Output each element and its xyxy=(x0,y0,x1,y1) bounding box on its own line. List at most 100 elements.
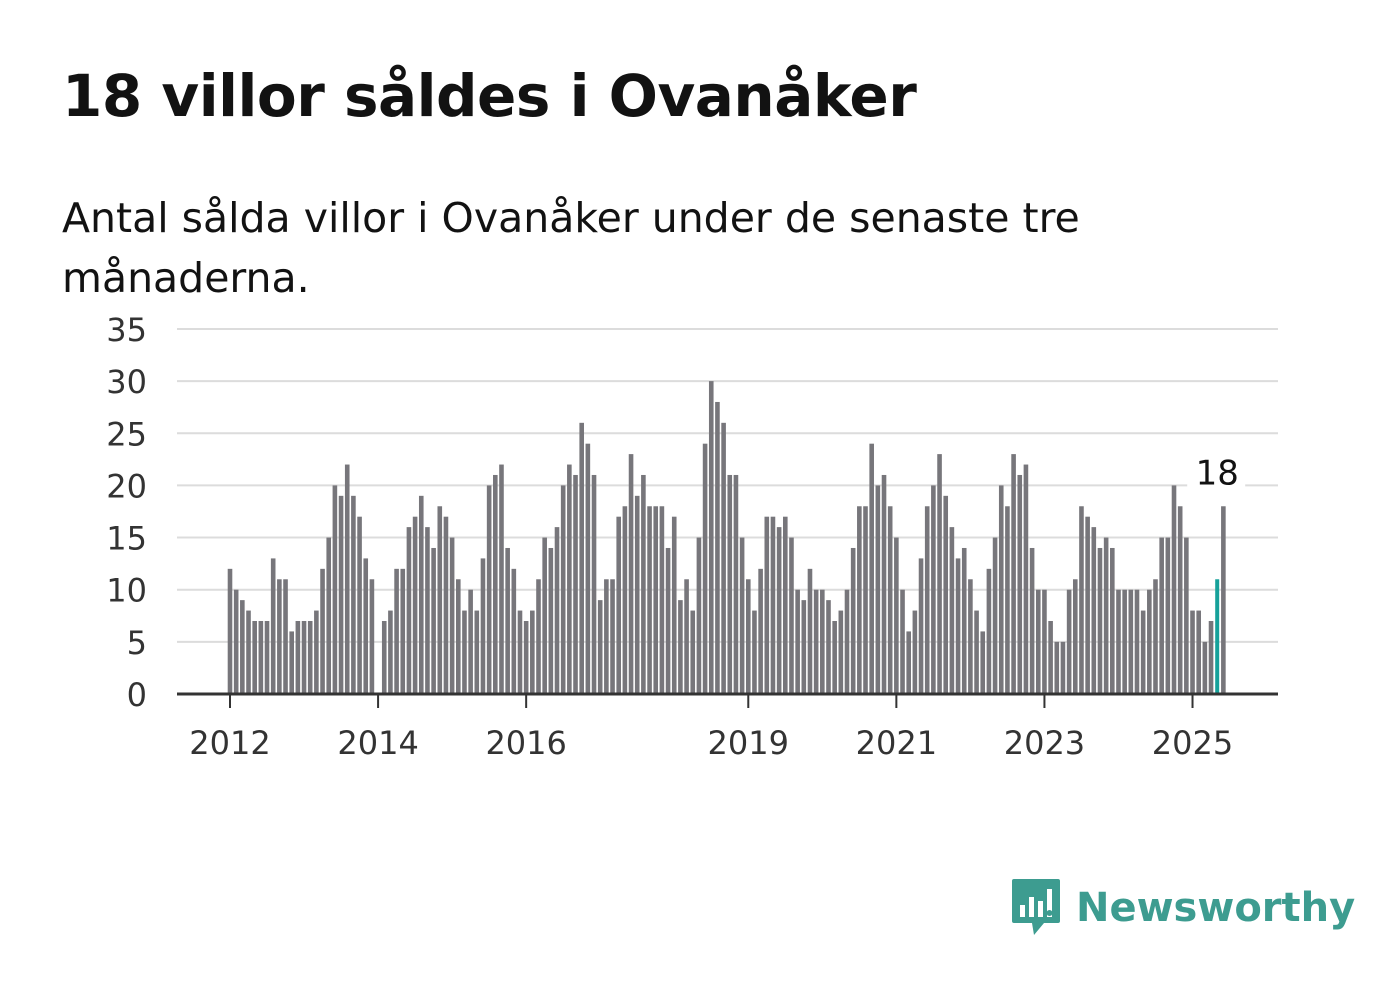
bar xyxy=(1140,610,1146,694)
bar xyxy=(277,579,282,694)
bar xyxy=(573,474,578,694)
bar xyxy=(314,610,319,694)
bar xyxy=(1165,537,1171,694)
bar xyxy=(1097,547,1103,694)
bar xyxy=(1184,537,1189,694)
bar xyxy=(264,620,270,694)
bar xyxy=(505,547,510,694)
bar xyxy=(1147,589,1152,694)
bar xyxy=(826,600,831,694)
y-tick-label: 35 xyxy=(106,311,147,349)
bar xyxy=(258,620,264,694)
bar xyxy=(863,506,868,694)
bar xyxy=(1208,620,1214,694)
bar xyxy=(1153,579,1158,694)
bar xyxy=(412,516,418,694)
bar xyxy=(764,516,770,694)
bar xyxy=(567,464,572,694)
bar xyxy=(659,506,665,694)
bar xyxy=(449,537,455,694)
x-tick-label: 2014 xyxy=(337,724,418,762)
x-tick-label: 2021 xyxy=(856,724,937,762)
bar xyxy=(499,464,504,694)
bar xyxy=(406,527,412,694)
y-axis-ticks: 0 5 10 15 20 25 30 35 xyxy=(106,311,147,714)
y-tick-label: 15 xyxy=(106,520,147,558)
chart-title: 18 villor såldes i Ovanåker xyxy=(62,62,917,130)
bar xyxy=(1023,464,1029,694)
bar xyxy=(980,631,986,694)
bar xyxy=(949,527,955,694)
bar xyxy=(301,620,307,694)
bar xyxy=(906,631,911,694)
bar xyxy=(684,579,689,694)
y-tick-label: 30 xyxy=(106,363,147,401)
bar xyxy=(1029,547,1035,694)
bar xyxy=(733,474,739,694)
bar-chart-speech-bubble-icon xyxy=(1012,879,1060,935)
bar xyxy=(653,506,659,694)
bar xyxy=(1134,589,1140,694)
bars xyxy=(227,381,1226,694)
bar xyxy=(381,620,387,694)
bar xyxy=(924,506,930,694)
bar xyxy=(554,527,560,694)
bar xyxy=(455,579,461,694)
bar xyxy=(270,558,276,694)
x-tick-label: 2012 xyxy=(189,724,270,762)
bar xyxy=(579,422,584,694)
bar xyxy=(240,600,245,694)
bar xyxy=(425,527,430,694)
bar xyxy=(857,506,862,694)
bar xyxy=(246,610,251,694)
y-tick-label: 0 xyxy=(127,676,147,714)
bar xyxy=(227,568,233,694)
bar xyxy=(474,610,480,694)
bar xyxy=(1079,506,1084,694)
bar xyxy=(634,495,640,694)
newsworthy-logo: Newsworthy xyxy=(1010,876,1355,940)
bar xyxy=(320,568,325,694)
x-tick-label: 2016 xyxy=(485,724,566,762)
bar xyxy=(548,547,554,694)
bar xyxy=(820,589,825,694)
bar xyxy=(394,568,399,694)
bar xyxy=(363,558,369,694)
bar xyxy=(776,527,782,694)
x-tick-label: 2023 xyxy=(1004,724,1085,762)
bar xyxy=(671,516,677,694)
bar xyxy=(1091,527,1097,694)
bar xyxy=(307,620,313,694)
bar xyxy=(869,443,874,694)
bar xyxy=(1066,589,1072,694)
bar xyxy=(388,610,393,694)
bar xyxy=(468,589,473,694)
y-tick-label: 25 xyxy=(106,415,147,453)
bar xyxy=(369,579,375,694)
bar xyxy=(295,620,301,694)
bar xyxy=(955,558,961,694)
bar xyxy=(1128,589,1134,694)
y-tick-label: 10 xyxy=(106,572,147,610)
bar xyxy=(1048,620,1053,694)
bar xyxy=(1042,589,1047,694)
bar xyxy=(1103,537,1109,694)
bar xyxy=(875,485,881,694)
bar xyxy=(1060,641,1066,694)
bar xyxy=(1017,474,1023,694)
bar xyxy=(400,568,406,694)
bar xyxy=(641,474,646,694)
bar xyxy=(1005,506,1010,694)
bar xyxy=(881,474,887,694)
bar xyxy=(357,516,362,694)
bar xyxy=(665,547,671,694)
bar xyxy=(523,620,529,694)
bar xyxy=(783,516,788,694)
bar xyxy=(1159,537,1164,694)
bar xyxy=(1116,589,1121,694)
highlight-label-group: 18 xyxy=(1187,450,1246,495)
bar xyxy=(844,589,850,694)
bar xyxy=(850,547,856,694)
bar xyxy=(622,506,628,694)
bar xyxy=(610,579,615,694)
